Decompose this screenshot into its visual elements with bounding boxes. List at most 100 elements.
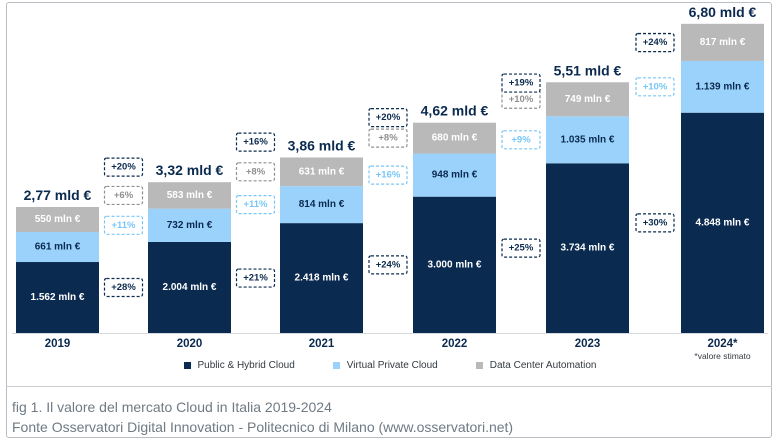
growth-badge-public-2020: +28% (111, 282, 136, 293)
bar-public-2024 (681, 112, 764, 334)
x-tick-label-2024: 2024* (707, 338, 738, 350)
bar-label-dca-2021: 631 mln € (299, 166, 345, 177)
bar-label-public-2019: 1.562 mln € (31, 292, 85, 303)
bar-label-dca-2023: 749 mln € (565, 94, 611, 105)
bar-label-dca-2019: 550 mln € (35, 214, 81, 225)
total-label-2020: 3,32 mld € (156, 162, 224, 178)
growth-badge-total-2023-box (501, 73, 541, 93)
bar-dca-2019 (16, 206, 99, 232)
growth-badge-dca-2020-box (103, 185, 144, 206)
bar-dca-2022 (413, 122, 496, 154)
bar-public-2021 (280, 223, 363, 333)
stacked-bar-chart: 1.562 mln € 661 mln € 550 mln € 2,77 mld € 2… (12, 4, 768, 360)
x-tick-label-2021: 2021 (309, 338, 335, 350)
bar-public-2019 (16, 262, 99, 333)
growth-badge-total-2020: +20% (111, 162, 136, 173)
bar-dca-2024 (681, 23, 764, 61)
growth-badge-public-2023-box (501, 238, 541, 258)
legend-swatch-dca (475, 362, 483, 369)
legend-item-public: Public & Hybrid Cloud (183, 360, 295, 371)
figure-caption: fig 1. Il valore del mercato Cloud in It… (12, 399, 332, 415)
growth-badge-public-2024: +30% (643, 217, 668, 228)
bar-public-2022 (413, 196, 496, 333)
bar-public-2020 (148, 241, 231, 333)
legend-label-public: Public & Hybrid Cloud (197, 360, 295, 371)
legend-swatch-public (183, 362, 191, 369)
bar-label-public-2021: 2.418 mln € (295, 273, 349, 284)
bar-label-public-2022: 3.000 mln € (428, 259, 482, 270)
bar-dca-2021 (280, 157, 363, 187)
growth-badge-vpc-2020: +11% (111, 220, 136, 231)
total-label-2019: 2,77 mld € (24, 187, 92, 203)
bar-public-2023 (546, 163, 629, 333)
bar-label-vpc-2021: 814 mln € (299, 199, 345, 210)
growth-badge-public-2021: +21% (243, 273, 268, 284)
growth-badge-total-2024: +24% (643, 37, 668, 48)
growth-badge-total-2021: +16% (243, 137, 268, 148)
growth-badge-total-2021-box (235, 132, 276, 152)
growth-badge-vpc-2024-box (635, 77, 675, 97)
growth-badge-public-2022: +24% (376, 259, 401, 270)
growth-badge-total-2023: +19% (509, 78, 534, 89)
bar-vpc-2020 (148, 208, 231, 242)
growth-badge-vpc-2023: +9% (511, 134, 531, 145)
x-tick-label-2022: 2022 (442, 338, 468, 350)
legend-label-dca: Data Center Automation (489, 360, 597, 371)
growth-badge-public-2024-box (635, 213, 675, 233)
bar-label-public-2023: 3.734 mln € (561, 243, 615, 254)
bar-label-vpc-2020: 732 mln € (167, 220, 213, 231)
bar-dca-2020 (148, 182, 231, 209)
legend-label-vpc: Virtual Private Cloud (346, 360, 438, 371)
x-tick-label-2019: 2019 (45, 338, 71, 350)
growth-badge-public-2020-box (103, 277, 144, 298)
growth-badge-total-2022-box (368, 107, 408, 128)
growth-badge-vpc-2022: +16% (376, 170, 401, 181)
bar-label-dca-2024: 817 mln € (700, 37, 746, 48)
bar-label-vpc-2022: 948 mln € (432, 170, 478, 181)
growth-badge-total-2022: +20% (376, 112, 401, 123)
total-label-2024: 6,80 mld € (689, 4, 757, 20)
growth-badge-public-2021-box (235, 268, 276, 288)
total-label-2023: 5,51 mld € (554, 62, 622, 78)
figure-source: Fonte Osservatori Digital Innovation - P… (12, 419, 514, 435)
bar-vpc-2019 (16, 231, 99, 263)
growth-badge-dca-2021-box (235, 162, 276, 182)
bar-vpc-2022 (413, 153, 496, 197)
bar-label-vpc-2024: 1.139 mln € (696, 81, 750, 92)
bar-label-public-2020: 2.004 mln € (163, 282, 217, 293)
growth-badge-public-2022-box (368, 255, 408, 275)
bar-vpc-2024 (681, 60, 764, 113)
growth-badge-public-2023: +25% (509, 243, 534, 254)
legend-item-dca: Data Center Automation (475, 360, 597, 371)
growth-badge-vpc-2020-box (103, 215, 144, 235)
growth-badge-vpc-2023-box (501, 130, 541, 150)
growth-badge-vpc-2021-box (235, 195, 276, 215)
caption-divider (6, 386, 772, 387)
x-tick-label-2023: 2023 (575, 338, 601, 350)
bar-vpc-2023 (546, 116, 629, 164)
growth-badge-dca-2022: +8% (378, 133, 398, 144)
legend-swatch-vpc (332, 362, 340, 369)
growth-badge-vpc-2022-box (368, 165, 408, 185)
bar-label-vpc-2019: 661 mln € (35, 242, 81, 253)
growth-badge-dca-2020: +6% (114, 190, 134, 201)
total-label-2022: 4,62 mld € (421, 103, 489, 119)
legend: Public & Hybrid Cloud Virtual Private Cl… (0, 360, 780, 371)
growth-badge-dca-2022-box (368, 128, 408, 148)
x-tick-label-2020: 2020 (177, 338, 203, 350)
estimate-note: *valore stimato (694, 351, 750, 360)
bar-label-vpc-2023: 1.035 mln € (561, 134, 615, 145)
bar-label-dca-2020: 583 mln € (167, 190, 213, 201)
total-label-2021: 3,86 mld € (288, 137, 356, 153)
growth-badge-total-2024-box (635, 33, 675, 53)
bar-vpc-2021 (280, 186, 363, 224)
bar-label-dca-2022: 680 mln € (432, 133, 478, 144)
bar-dca-2023 (546, 82, 629, 117)
growth-badge-vpc-2021: +11% (243, 199, 268, 210)
legend-item-vpc: Virtual Private Cloud (332, 360, 438, 371)
growth-badge-vpc-2024: +10% (643, 81, 668, 92)
growth-badge-dca-2023: +10% (509, 94, 534, 105)
bar-label-public-2024: 4.848 mln € (696, 217, 750, 228)
growth-badge-total-2020-box (103, 157, 144, 177)
growth-badge-dca-2021: +8% (246, 166, 266, 177)
